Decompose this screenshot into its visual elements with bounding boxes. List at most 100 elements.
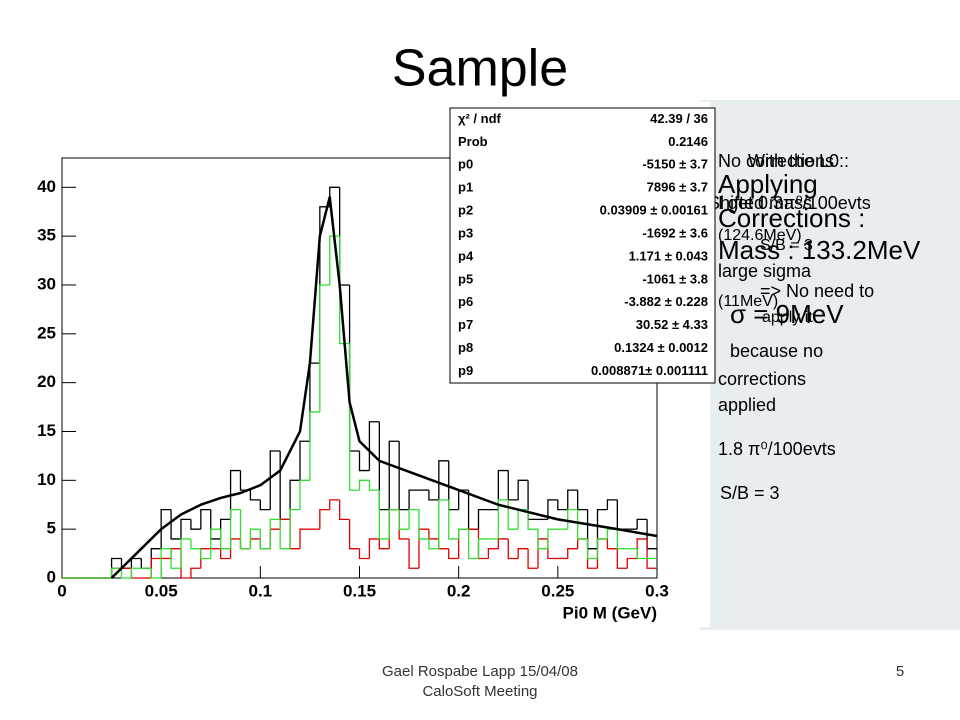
note: With the L0 : bbox=[748, 151, 849, 171]
stats-value: -1061 ± 3.8 bbox=[642, 271, 708, 286]
histogram-bin bbox=[438, 460, 449, 500]
histogram-bin bbox=[378, 490, 390, 540]
histogram-bin bbox=[319, 284, 330, 412]
note: large sigma bbox=[718, 261, 812, 281]
histogram-bin bbox=[467, 529, 479, 560]
histogram-bin bbox=[229, 508, 241, 549]
histogram-bin bbox=[428, 490, 439, 501]
histogram-bin bbox=[180, 538, 191, 569]
histogram-bin bbox=[448, 499, 459, 540]
stats-label: p8 bbox=[458, 340, 473, 355]
histogram-bin bbox=[388, 440, 400, 510]
histogram-bin bbox=[190, 519, 201, 530]
histogram-bin bbox=[626, 557, 638, 569]
note: No corrections : bbox=[718, 151, 844, 171]
note: applied bbox=[718, 395, 776, 415]
histogram-bin bbox=[408, 508, 419, 530]
histogram-bin bbox=[557, 499, 568, 511]
note: Corrections : bbox=[718, 203, 865, 233]
histogram-bin bbox=[368, 421, 380, 471]
note: Shifted mass bbox=[708, 193, 812, 213]
stats-label: Prob bbox=[458, 134, 488, 149]
histogram-bin bbox=[249, 528, 261, 549]
histogram-bin bbox=[596, 508, 608, 549]
histogram-bin bbox=[358, 548, 370, 560]
footer: CaloSoft Meeting bbox=[422, 683, 537, 700]
stats-label: χ² / ndf bbox=[458, 111, 502, 126]
stats-label: p4 bbox=[458, 248, 474, 263]
histogram-bin bbox=[547, 499, 558, 520]
stats-value: 42.39 / 36 bbox=[650, 111, 708, 126]
histogram-bin bbox=[190, 567, 201, 578]
note: (11MeV) bbox=[718, 293, 778, 310]
histogram-bin bbox=[170, 509, 181, 540]
stats-box bbox=[449, 107, 716, 384]
histogram-bin bbox=[269, 518, 281, 549]
x-tick-label: 0.25 bbox=[541, 581, 574, 600]
histogram-bin bbox=[448, 548, 459, 560]
histogram-bin bbox=[616, 529, 628, 550]
histogram-bin bbox=[517, 479, 529, 500]
y-tick-label: 25 bbox=[37, 323, 56, 342]
histogram-bin bbox=[577, 509, 588, 540]
histogram-bin bbox=[339, 236, 350, 345]
histogram-bin bbox=[339, 499, 350, 521]
stats-label: p6 bbox=[458, 294, 473, 309]
fit-curve bbox=[110, 195, 658, 579]
stats-value: 30.52 ± 4.33 bbox=[636, 317, 708, 332]
histogram-bin bbox=[636, 518, 648, 530]
histogram-bin bbox=[438, 499, 449, 549]
note: (124.6MeV) bbox=[718, 227, 802, 244]
histogram-bin bbox=[259, 499, 271, 511]
histogram-bin bbox=[170, 548, 181, 569]
histogram-bin bbox=[249, 490, 261, 501]
stats-value: -5150 ± 3.7 bbox=[642, 157, 708, 172]
histogram-bin bbox=[160, 508, 172, 549]
histogram-bin bbox=[586, 538, 598, 560]
stats-value: 0.03909 ± 0.00161 bbox=[600, 203, 708, 218]
stats-value: 0.2146 bbox=[668, 134, 708, 149]
histogram-bin bbox=[358, 479, 370, 491]
histogram-bin bbox=[646, 538, 657, 569]
histogram-bin bbox=[537, 529, 548, 550]
histogram-bin bbox=[150, 568, 162, 579]
histogram-bin bbox=[388, 508, 400, 539]
histogram-bin bbox=[596, 538, 608, 559]
stats-value: -1692 ± 3.6 bbox=[642, 225, 708, 240]
y-tick-label: 40 bbox=[37, 177, 56, 196]
histogram-bin bbox=[229, 469, 241, 520]
stats-value: -3.882 ± 0.228 bbox=[624, 294, 708, 309]
histogram-bin bbox=[497, 499, 509, 539]
note: σ = 9MeV bbox=[730, 299, 844, 329]
x-tick-label: 0.15 bbox=[343, 581, 376, 600]
histogram-bin bbox=[190, 538, 201, 550]
y-tick-label: 15 bbox=[37, 421, 56, 440]
stats-label: p3 bbox=[458, 225, 473, 240]
histogram-bin bbox=[210, 528, 221, 559]
y-tick-label: 10 bbox=[37, 470, 56, 489]
histogram-bin bbox=[487, 548, 499, 559]
x-tick-label: 0.2 bbox=[447, 581, 471, 600]
x-tick-label: 0.05 bbox=[145, 581, 178, 600]
histogram-bin bbox=[220, 548, 231, 560]
histogram-bin bbox=[378, 538, 390, 550]
note: S/B = 3 bbox=[760, 237, 813, 254]
histogram-bin bbox=[408, 489, 419, 510]
note: because no bbox=[730, 341, 823, 361]
note: apply it bbox=[762, 309, 813, 326]
histogram-bin bbox=[567, 508, 578, 530]
histogram-bin bbox=[527, 509, 538, 530]
histogram-bin bbox=[458, 528, 469, 539]
histogram-bin bbox=[329, 235, 340, 285]
histogram-bin bbox=[616, 548, 628, 569]
histogram-bin bbox=[398, 509, 410, 530]
histogram-bin bbox=[507, 499, 519, 530]
histogram-bin bbox=[309, 411, 320, 481]
x-axis-label: Pi0 M (GeV) bbox=[563, 603, 657, 622]
note: 1.8 π⁰/100evts bbox=[718, 439, 836, 459]
histogram-bin bbox=[259, 529, 271, 550]
histogram-bin bbox=[428, 529, 439, 540]
note: Mass : 133.2MeV bbox=[718, 235, 921, 265]
histogram-bin bbox=[408, 538, 419, 569]
histogram-bin bbox=[220, 529, 231, 550]
